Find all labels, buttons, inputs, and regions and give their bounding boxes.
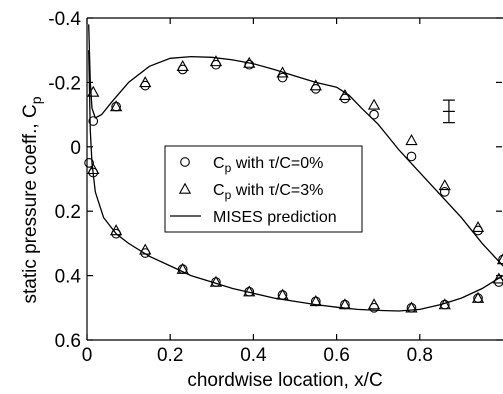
legend-item-circle: Cp with τ/C=0% <box>180 155 323 175</box>
axes: -0.4-0.200.20.40.60 0.2 0.4 0.6 0.8 <box>48 9 503 366</box>
x-tick-label: 0 <box>82 345 93 366</box>
x-axis-title: chordwise location, x/C <box>187 370 382 391</box>
legend-item-line: MISES prediction <box>170 209 337 226</box>
circle-point-upper <box>369 109 379 120</box>
x-tick-label: 0.2 <box>157 345 183 366</box>
x-tick-label: 0.4 <box>240 345 267 366</box>
error-bar <box>442 99 455 124</box>
legend-box <box>164 145 363 233</box>
triangle-point-lower <box>405 301 418 313</box>
triangle-point-upper <box>309 79 322 91</box>
legend-triangle-marker <box>178 182 192 194</box>
triangle-point-upper <box>276 66 289 78</box>
mises-curve-upper <box>88 24 503 267</box>
marker-layer <box>84 55 503 313</box>
triangle-point-upper <box>405 134 418 146</box>
legend-label: Cp with τ/C=0% <box>213 155 323 175</box>
triangle-point-upper <box>109 100 123 112</box>
y-tick-label: 0.4 <box>55 267 82 288</box>
triangle-point-lower <box>139 243 152 255</box>
triangle-point-lower <box>338 298 352 310</box>
circle-point-upper <box>498 254 503 265</box>
y-axis-title-main: static pressure coeff., C <box>20 104 41 303</box>
triangle-point-upper <box>176 59 189 72</box>
legend-label: Cp with τ/C=3% <box>213 182 323 202</box>
triangle-point-lower <box>243 285 256 297</box>
legend-label-main: C <box>213 155 225 172</box>
triangle-point-lower <box>176 262 189 274</box>
triangle-point-lower <box>492 272 503 284</box>
y-tick-label: 0.6 <box>55 331 81 352</box>
legend-label-subscript: p <box>225 188 232 202</box>
legend-label-main: C <box>213 182 225 199</box>
circle-point-upper <box>88 116 99 126</box>
triangle-point-upper <box>338 88 352 100</box>
triangle-point-upper <box>496 253 503 265</box>
triangle-point-lower <box>438 298 451 310</box>
triangle-point-lower <box>367 298 381 310</box>
triangle-point-lower <box>309 295 322 307</box>
circle-point-upper <box>439 187 450 197</box>
triangle-point-upper <box>471 220 485 233</box>
y-axis-title: static pressure coeff., Cp <box>20 96 44 303</box>
legend-item-triangle: Cp with τ/C=3% <box>178 182 323 202</box>
y-tick-label: -0.4 <box>48 9 81 30</box>
triangle-point-lower <box>471 291 485 303</box>
x-tick-label: 0.8 <box>407 345 433 366</box>
triangle-point-upper <box>139 76 152 88</box>
triangle-point-upper <box>209 55 223 67</box>
y-tick-label: 0.2 <box>55 202 81 223</box>
legend-label-rest: with τ/C=0% <box>231 155 323 172</box>
legend-label-main: MISES prediction <box>213 209 337 226</box>
triangle-point-upper <box>87 85 100 97</box>
x-tick-label: 0.6 <box>323 345 349 366</box>
legend: Cp with τ/C=0%Cp with τ/C=3%MISES predic… <box>164 145 363 233</box>
triangle-point-upper <box>243 56 256 68</box>
circle-point-upper <box>406 151 417 162</box>
triangle-point-lower <box>209 275 223 287</box>
triangle-point-lower <box>276 288 289 300</box>
y-tick-label: 0 <box>70 138 81 159</box>
legend-circle-marker <box>180 157 190 167</box>
circle-point-upper <box>277 72 288 83</box>
circle-point-upper <box>84 158 94 168</box>
triangle-point-upper <box>438 179 451 191</box>
triangle-point-lower <box>109 224 123 236</box>
legend-label-subscript: p <box>225 161 232 175</box>
triangle-point-upper <box>367 98 381 110</box>
legend-label-rest: with τ/C=3% <box>231 182 323 199</box>
legend-label: MISES prediction <box>213 209 337 226</box>
y-axis-title-subscript: p <box>28 96 44 104</box>
y-tick-label: -0.2 <box>48 73 81 94</box>
triangle-point-lower <box>87 163 100 175</box>
